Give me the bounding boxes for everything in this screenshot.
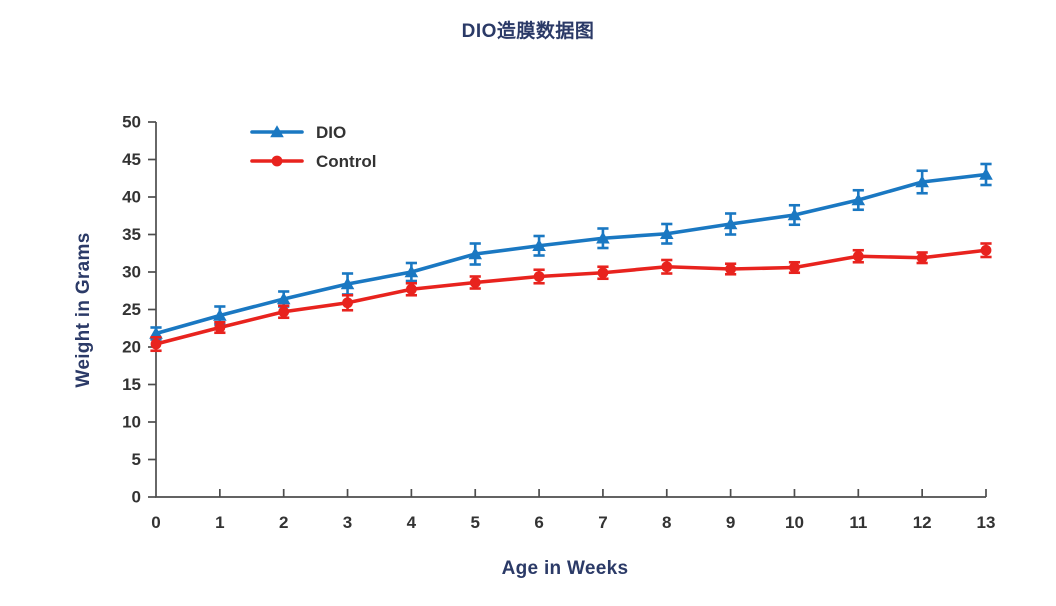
DIO-marker <box>851 193 866 206</box>
y-axis-tick-label: 50 <box>122 113 141 132</box>
Control-marker <box>661 261 673 273</box>
DIO-marker <box>532 238 546 251</box>
DIO-marker <box>979 167 993 180</box>
Control-marker <box>597 267 609 279</box>
x-axis-tick-label: 4 <box>407 513 417 532</box>
Control-marker <box>150 338 162 350</box>
y-axis-label: Weight in Grams <box>73 232 94 387</box>
y-axis-tick-label: 20 <box>122 338 141 357</box>
Control-marker <box>405 283 417 295</box>
legend-item-DIO: DIO <box>250 123 346 142</box>
DIO-marker <box>723 217 738 230</box>
legend-item-Control: Control <box>250 152 376 171</box>
DIO-marker <box>659 226 674 239</box>
series-DIO <box>149 162 993 341</box>
legend-marker <box>271 155 283 167</box>
DIO-marker <box>787 208 802 221</box>
y-axis-tick-label: 5 <box>132 450 141 469</box>
x-axis-tick-label: 8 <box>662 513 671 532</box>
x-axis-tick-label: 0 <box>151 513 160 532</box>
x-axis-label: Age in Weeks <box>502 558 629 579</box>
y-axis-tick-label: 15 <box>122 375 141 394</box>
Control-marker <box>980 244 992 256</box>
Control-line <box>154 248 988 346</box>
Control-marker <box>342 297 353 309</box>
data-series <box>149 162 993 353</box>
Control-marker <box>725 263 737 275</box>
x-axis-tick-label: 6 <box>534 513 543 532</box>
DIO-marker <box>915 175 929 188</box>
x-axis-tick-label: 13 <box>977 513 996 532</box>
DIO-marker <box>149 326 163 339</box>
y-axis-tick-label: 45 <box>122 150 141 169</box>
chart-title: DIO造膜数据图 <box>462 19 595 42</box>
Control-marker <box>916 252 928 264</box>
x-axis-tick-label: 2 <box>279 513 288 532</box>
x-axis-tick-label: 3 <box>343 513 352 532</box>
DIO-line <box>154 172 988 336</box>
DIO-marker <box>213 308 227 321</box>
y-axis-tick-label: 0 <box>132 488 141 507</box>
Control-marker <box>214 322 226 333</box>
DIO-marker <box>596 231 610 244</box>
Control-marker <box>789 262 800 273</box>
DIO-marker <box>468 247 483 260</box>
legend-label: Control <box>316 152 376 171</box>
legend-marker <box>270 125 284 138</box>
Control-marker <box>852 250 864 262</box>
Control-marker <box>469 277 481 288</box>
x-axis-tick-label: 10 <box>785 513 804 532</box>
x-axis-tick-label: 9 <box>726 513 735 532</box>
DIO-marker <box>276 292 291 305</box>
x-axis-tick-label: 11 <box>849 513 867 532</box>
DIO-marker <box>340 277 355 290</box>
y-axis-tick-label: 25 <box>122 300 141 319</box>
series-Control <box>150 242 992 353</box>
y-axis-tick-label: 40 <box>122 188 141 207</box>
x-axis-tick-label: 12 <box>913 513 932 532</box>
y-axis-tick-label: 35 <box>122 225 141 244</box>
DIO-marker <box>404 265 419 278</box>
x-axis-tick-label: 1 <box>215 513 224 532</box>
legend-label: DIO <box>316 123 346 142</box>
y-axis-tick-label: 30 <box>122 263 141 282</box>
x-axis-tick-label: 5 <box>470 513 479 532</box>
legend: DIO Control <box>250 123 376 171</box>
x-axis-tick-label: 7 <box>598 513 607 532</box>
Control-marker <box>278 306 290 318</box>
y-axis-tick-label: 10 <box>122 413 141 432</box>
Control-marker <box>533 271 545 282</box>
